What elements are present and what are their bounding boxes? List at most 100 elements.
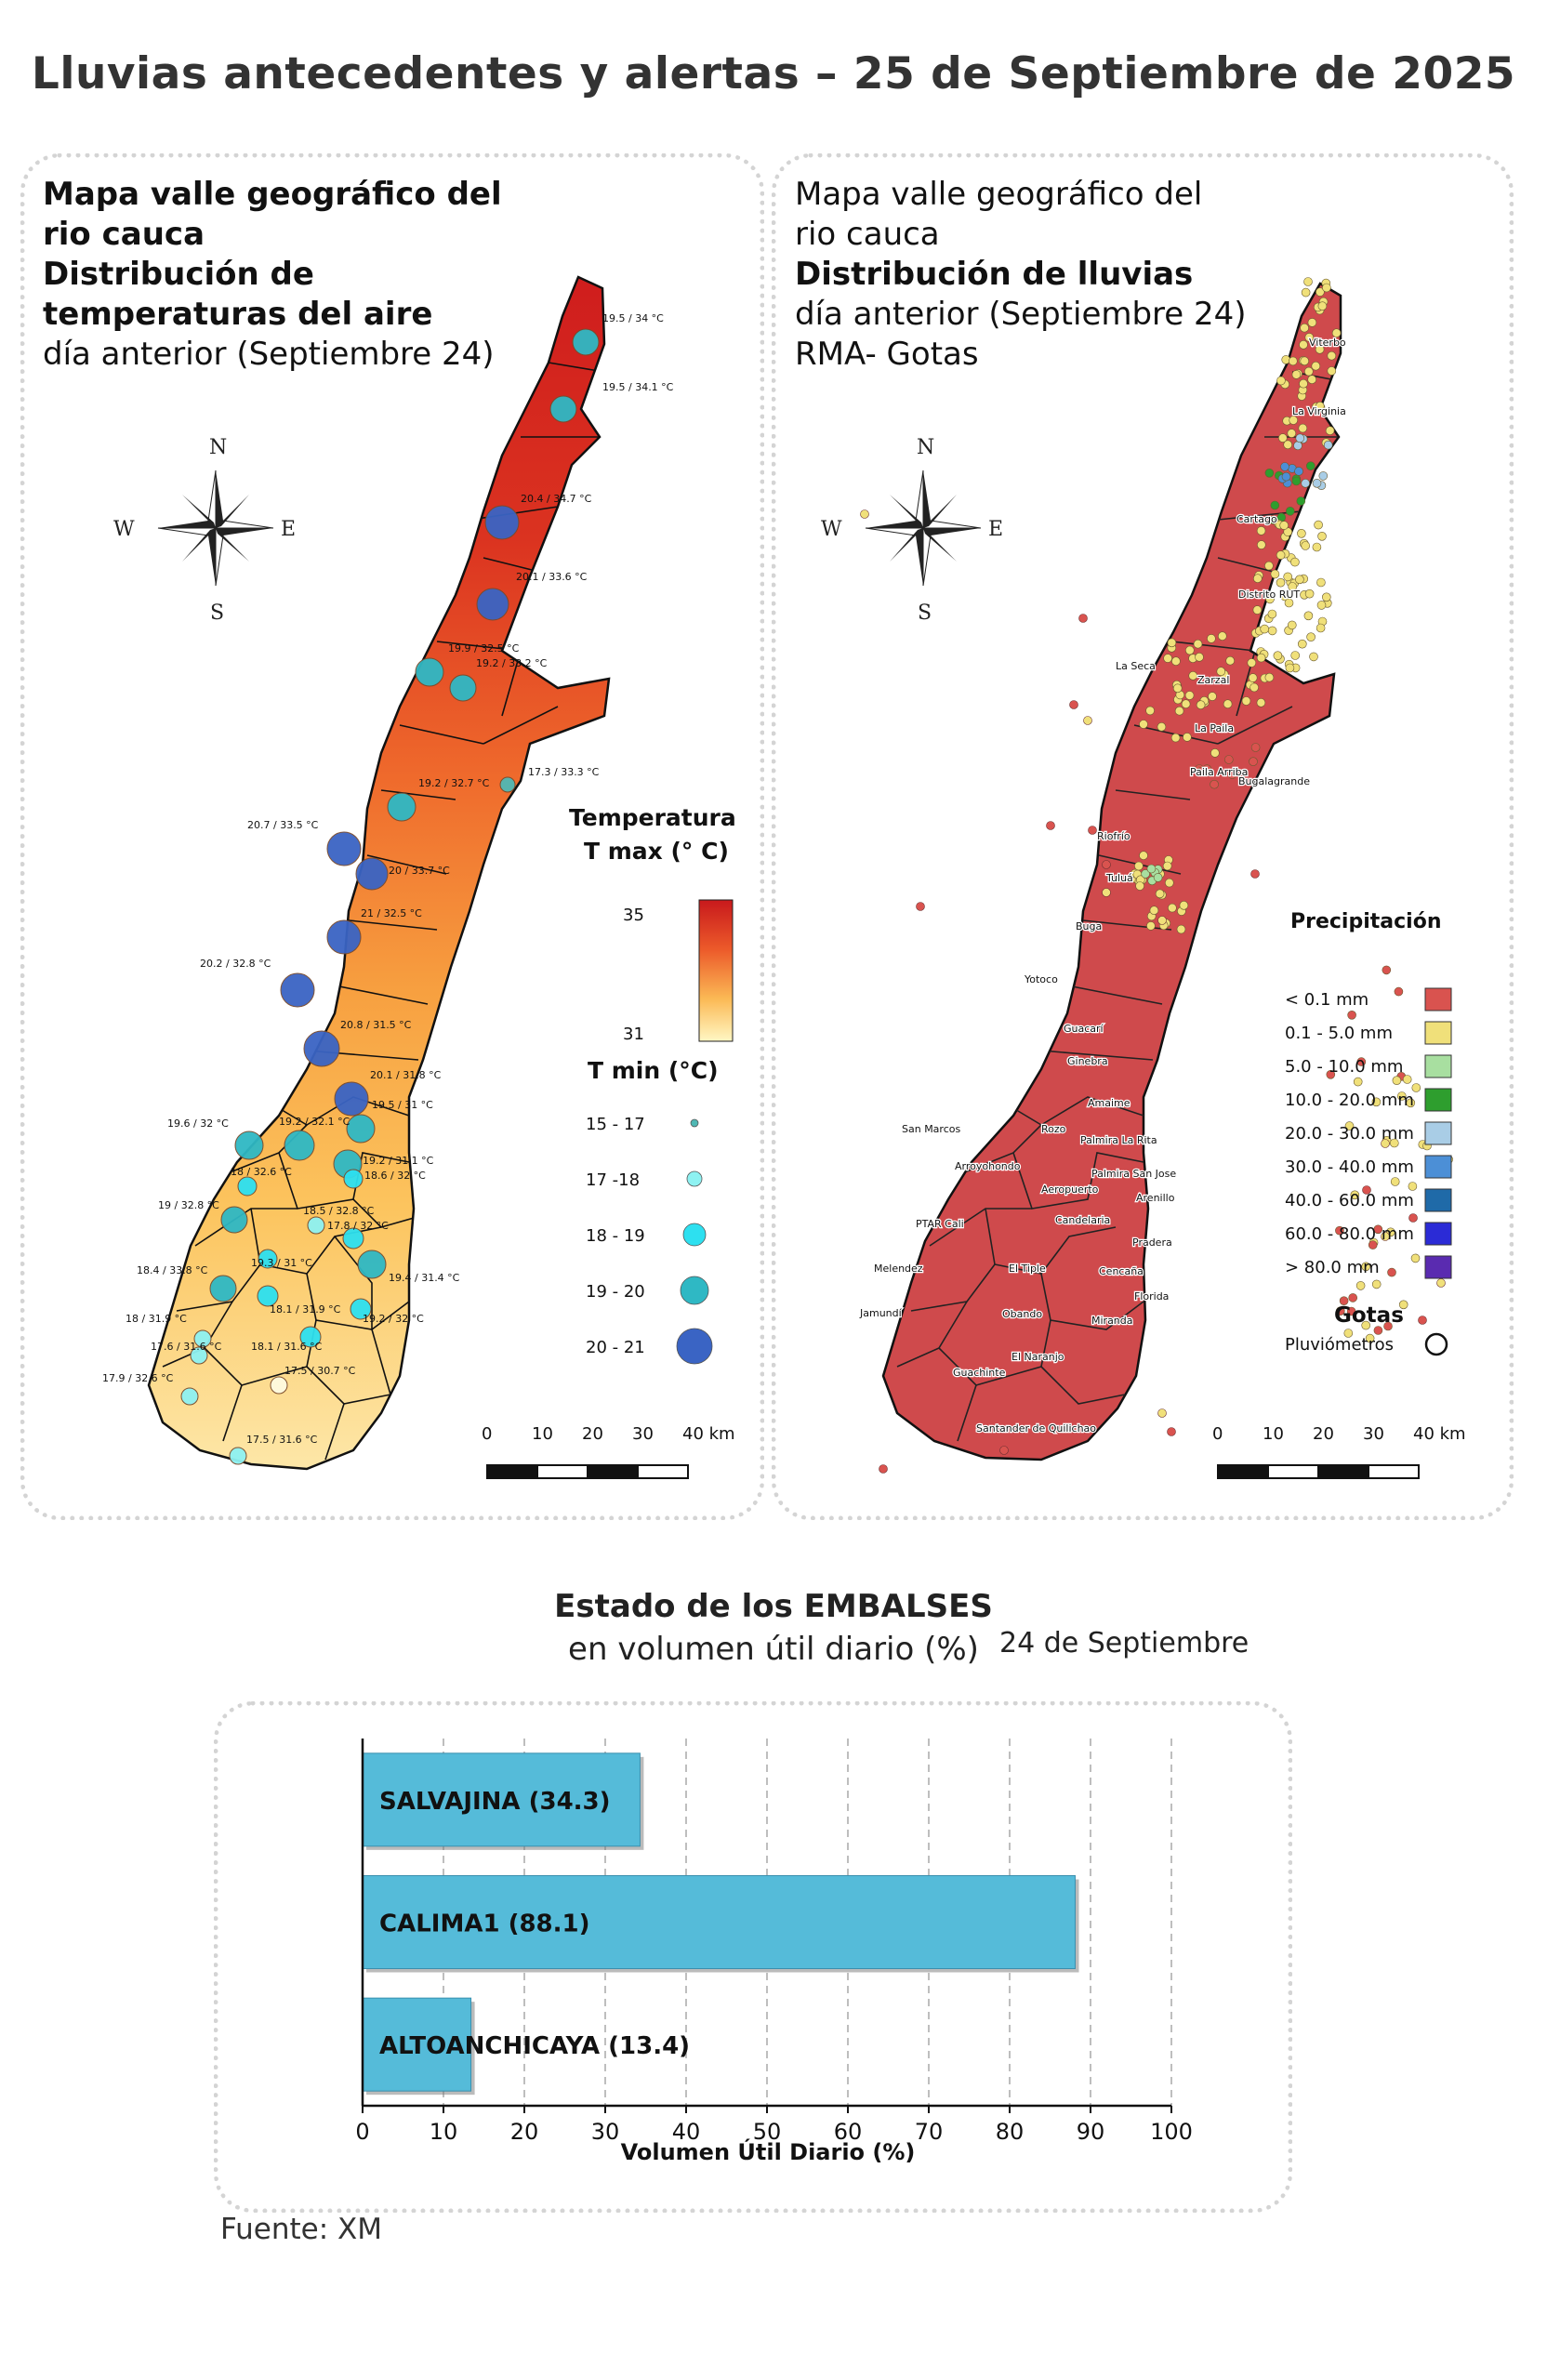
rain-gauge-dot: [1316, 287, 1325, 297]
rain-gauge-dot: [1252, 574, 1263, 584]
temp-station-label: 20 / 33.7 °C: [389, 865, 450, 877]
rain-compass-n: N: [917, 436, 934, 459]
temp-station-label: 19.6 / 32 °C: [167, 1117, 229, 1130]
rain-compass-w: W: [821, 518, 842, 541]
rain-gauge-dot: [1365, 1333, 1375, 1343]
rain-gauge-dot: [1174, 706, 1184, 716]
temp-station-marker: [284, 1130, 315, 1161]
chart-bar[interactable]: [362, 1875, 1076, 1969]
rain-gauge-dot: [1301, 478, 1311, 488]
rain-gauge-dot: [1300, 323, 1309, 333]
town-label: Jamundí: [859, 1307, 903, 1319]
temp-station-label: 19.4 / 31.4 °C: [389, 1272, 460, 1284]
temp-station-label: 17.3 / 33.3 °C: [528, 766, 600, 778]
precip-legend-label: 20.0 - 30.0 mm: [1285, 1124, 1414, 1144]
scale-segment: [637, 1464, 689, 1479]
rain-gauge-dot: [1276, 550, 1286, 560]
rain-gauge-dot: [1321, 592, 1331, 602]
rain-gauge-dot: [1250, 743, 1261, 752]
precip-legend-swatch: [1424, 1054, 1452, 1078]
rain-gauge-dot: [1355, 1281, 1366, 1290]
temp-station-marker: [387, 792, 416, 822]
town-label: El Tiple: [1009, 1263, 1046, 1275]
temp-station-marker: [299, 1326, 322, 1348]
rain-gauge-dot: [1296, 496, 1306, 506]
scale-label: 10: [532, 1424, 553, 1444]
rain-gauge-dot: [1277, 433, 1288, 443]
rain-gauge-dot: [1316, 623, 1326, 633]
town-label: Riofrío: [1097, 830, 1130, 842]
chart-x-tick-label: 30: [591, 2119, 620, 2145]
town-label: Bugalagrande: [1238, 775, 1310, 787]
chart-x-tick-label: 10: [430, 2119, 458, 2145]
rain-gauge-dots: [860, 277, 1453, 1474]
rain-scale-segment: [1368, 1464, 1420, 1479]
temp-station-label: 17.6 / 31.6 °C: [151, 1341, 222, 1353]
temp-station-label: 19.2 / 31.1 °C: [363, 1155, 434, 1167]
town-label: Candelaria: [1055, 1214, 1110, 1226]
rain-gauge-dot: [1311, 361, 1321, 371]
rain-gauge-dot: [1343, 1329, 1354, 1338]
tmin-legend-swatch: [682, 1223, 707, 1247]
tmax-legend-high: 35: [623, 906, 644, 925]
tmax-legend-low: 31: [623, 1025, 644, 1044]
tmin-legend-label: 19 - 20: [586, 1282, 645, 1302]
rain-scale-label: 0: [1212, 1424, 1223, 1444]
rain-gauge-dot: [1362, 1185, 1371, 1195]
temp-station-label: 20.2 / 32.8 °C: [200, 958, 271, 970]
rain-gauge-dot: [1411, 1083, 1421, 1092]
precip-legend-label: 30.0 - 40.0 mm: [1285, 1157, 1414, 1177]
rain-gauge-dot: [1197, 766, 1207, 776]
temp-station-label: 20.7 / 33.5 °C: [247, 819, 319, 831]
rain-title-line-2: rio cauca: [795, 216, 940, 253]
reservoir-date: 24 de Septiembre: [999, 1627, 1250, 1659]
chart-x-tick-label: 0: [355, 2119, 369, 2145]
compass-e: E: [281, 518, 296, 541]
temp-station-label: 17.8 / 32 °C: [327, 1220, 389, 1232]
rain-gauge-dot: [1280, 462, 1289, 471]
temp-station-label: 19.5 / 34.1 °C: [602, 381, 674, 393]
town-label: Palmira La Rita: [1080, 1134, 1157, 1146]
rain-gauge-dot: [1323, 440, 1333, 450]
town-label: Pradera: [1132, 1236, 1172, 1249]
rain-gauge-dot: [1394, 986, 1404, 997]
rain-gauge-dot: [1406, 1098, 1416, 1108]
temp-station-marker: [190, 1346, 208, 1365]
temp-station-marker: [572, 328, 600, 356]
temp-station-label: 21 / 32.5 °C: [361, 907, 422, 919]
rain-gauge-dot: [1163, 654, 1172, 663]
town-label: Florida: [1134, 1290, 1169, 1302]
rain-gauge-dot: [1170, 733, 1181, 743]
rain-gauge-dot: [1297, 639, 1307, 649]
temp-station-marker: [258, 1249, 278, 1269]
rain-gauge-dot: [1256, 653, 1266, 663]
rain-gauge-dot: [1304, 588, 1315, 599]
temp-station-label: 19.5 / 31 °C: [372, 1099, 433, 1111]
rain-gauge-dot: [1217, 631, 1227, 641]
rain-gauge-dot: [1290, 557, 1300, 567]
rain-gauge-dot: [1299, 378, 1308, 389]
town-label: Ginebra: [1067, 1055, 1108, 1067]
precip-legend-label: 60.0 - 80.0 mm: [1285, 1224, 1414, 1244]
chart-bar[interactable]: [362, 1752, 641, 1847]
rain-gauge-dot: [1256, 697, 1266, 707]
chart-bar[interactable]: [362, 1997, 472, 2092]
rain-title-line-1: Mapa valle geográfico del: [795, 176, 1203, 213]
rain-gauge-legend-icon: [1424, 1332, 1448, 1356]
precip-legend-label: 5.0 - 10.0 mm: [1285, 1057, 1403, 1077]
rain-gauge-dot: [1149, 906, 1159, 916]
rain-gauge-dot: [1317, 301, 1328, 311]
rain-gauge-dot: [1350, 1190, 1360, 1200]
temp-station-label: 20.1 / 31.8 °C: [370, 1069, 442, 1081]
temp-station-marker: [346, 1114, 376, 1144]
rain-gauge-dot: [1083, 716, 1092, 725]
rain-gauge-dot: [1078, 614, 1088, 623]
rain-gauge-dot: [1139, 851, 1148, 861]
rain-gauge-dot: [1314, 520, 1323, 530]
temp-station-label: 20.1 / 33.6 °C: [516, 571, 588, 583]
rain-gauge-dot: [1361, 1262, 1371, 1272]
rain-gauge-dot: [1171, 656, 1181, 667]
rain-compass-rose-icon: N S W E: [821, 436, 1003, 625]
rain-gauge-dot: [1307, 375, 1317, 385]
tmin-legend-label: 18 - 19: [586, 1226, 645, 1246]
